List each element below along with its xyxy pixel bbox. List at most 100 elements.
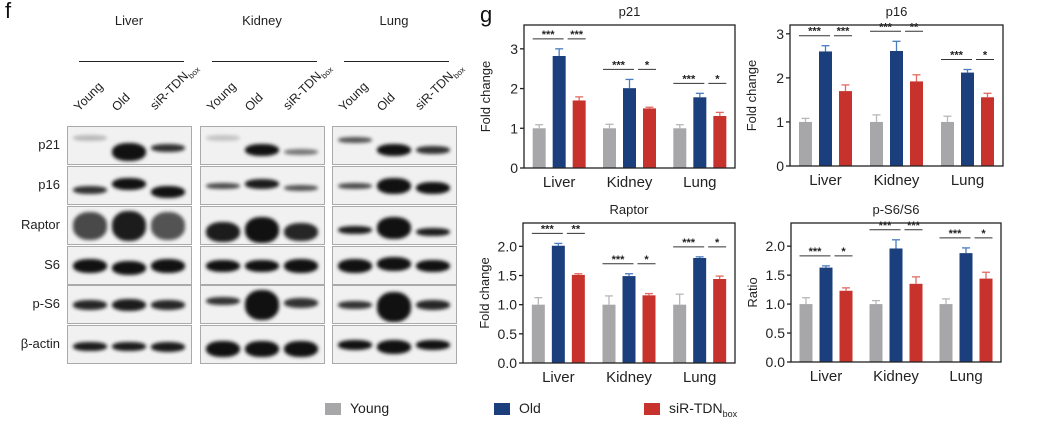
blot-band — [416, 339, 450, 350]
y-tick-label: 0.5 — [766, 325, 786, 341]
significance-label: ** — [572, 223, 581, 235]
tissue-divider-liver — [79, 61, 184, 62]
x-tick-label: Liver — [542, 369, 575, 386]
blot-band — [112, 177, 146, 190]
blot-strip-kidney — [200, 126, 325, 165]
blot-band — [112, 210, 146, 241]
protein-label: p-S6 — [32, 296, 60, 311]
blot-band — [338, 225, 372, 234]
tissue-label-liver: Liver — [114, 13, 144, 28]
blot-strip-lung — [332, 325, 457, 364]
legend-label-sir-tdnbox: siR-TDNbox — [669, 400, 738, 419]
blot-band — [377, 177, 411, 194]
bar-young — [869, 304, 883, 362]
blot-strip-liver — [67, 166, 192, 205]
x-tick-label: Liver — [543, 174, 576, 191]
panel-f-label: f — [5, 0, 12, 23]
y-axis-label: Fold change — [477, 257, 492, 329]
bar-sir-tdnbox — [839, 91, 852, 166]
significance-label: *** — [809, 246, 823, 258]
y-tick-label: 3 — [510, 41, 518, 57]
y-tick-label: 0 — [776, 158, 784, 174]
tissue-divider-lung — [344, 61, 449, 62]
bar-young — [799, 121, 812, 166]
plot-frame — [789, 24, 1004, 167]
significance-label: * — [983, 50, 988, 62]
y-tick-label: 1.5 — [766, 267, 786, 283]
blot-strip-lung — [332, 246, 457, 285]
y-tick-label: 2.0 — [498, 238, 518, 254]
bar-sir-tdnbox — [981, 97, 994, 166]
legend-label-young: Young — [350, 400, 390, 416]
bar-sir-tdnbox — [643, 108, 656, 168]
blot-band — [112, 260, 146, 275]
blot-band — [151, 143, 185, 152]
blot-band — [377, 291, 411, 322]
x-tick-label: Kidney — [873, 368, 919, 385]
chart-title: p21 — [619, 4, 641, 19]
blot-band — [206, 221, 240, 242]
blot-band — [377, 256, 411, 271]
y-tick-label: 2 — [510, 81, 518, 97]
bar-sir-tdnbox — [571, 274, 585, 363]
significance-label: *** — [612, 254, 626, 266]
significance-label: *** — [907, 220, 921, 232]
significance-label: *** — [879, 220, 893, 232]
blot-band — [245, 340, 279, 357]
blot-strip-lung — [332, 285, 457, 324]
blot-strip-kidney — [200, 206, 325, 245]
blot-strip-kidney — [200, 246, 325, 285]
significance-label: * — [715, 237, 720, 249]
blot-band — [284, 340, 318, 357]
blot-band — [416, 181, 450, 194]
bar-old — [551, 245, 565, 363]
bar-old — [622, 276, 636, 363]
significance-label: * — [981, 228, 986, 240]
protein-label: p21 — [38, 137, 60, 152]
x-tick-label: Liver — [809, 172, 842, 189]
bar-young — [602, 304, 616, 363]
plot-frame — [790, 222, 1002, 363]
bar-old — [889, 248, 903, 362]
blot-strip-liver — [67, 126, 192, 165]
bar-young — [603, 128, 616, 168]
blot-band — [338, 300, 372, 309]
blot-strip-lung — [332, 126, 457, 165]
bar-young — [673, 128, 687, 168]
significance-label: *** — [879, 21, 893, 33]
blot-band — [206, 259, 240, 272]
blot-band — [73, 134, 107, 141]
significance-label: *** — [541, 223, 555, 235]
y-tick-label: 2.0 — [766, 238, 786, 254]
bar-sir-tdnbox — [713, 115, 727, 168]
bar-old — [693, 97, 707, 168]
y-axis-label: Fold change — [478, 61, 493, 133]
bar-sir-tdnbox — [572, 100, 586, 168]
significance-label: *** — [837, 26, 851, 38]
blot-strip-liver — [67, 285, 192, 324]
significance-label: *** — [542, 29, 556, 41]
significance-label: * — [644, 254, 649, 266]
blot-band — [338, 182, 372, 189]
y-tick-label: 1.5 — [498, 268, 518, 284]
chart-title: p16 — [886, 4, 908, 19]
blot-band — [206, 340, 240, 357]
blot-band — [206, 134, 240, 141]
blot-band — [416, 227, 450, 236]
blot-band — [338, 258, 372, 273]
significance-label: * — [715, 73, 720, 85]
blot-band — [284, 222, 318, 241]
panel-g-label: g — [480, 2, 493, 27]
bar-old — [623, 88, 636, 168]
blot-band — [245, 289, 279, 320]
blot-strip-kidney — [200, 285, 325, 324]
y-tick-label: 0.0 — [766, 354, 786, 370]
bar-young — [673, 304, 687, 363]
significance-label: *** — [682, 73, 696, 85]
blot-band — [284, 297, 318, 308]
blot-strip-lung — [332, 166, 457, 205]
